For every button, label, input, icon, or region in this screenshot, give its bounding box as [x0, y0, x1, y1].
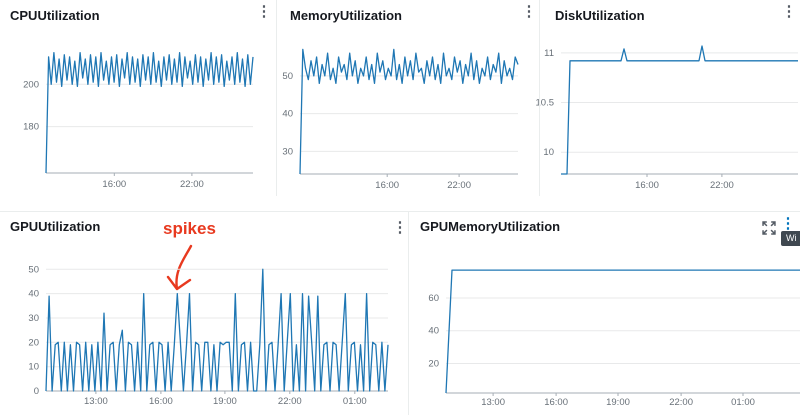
x-tick-label: 16:00: [544, 397, 568, 408]
y-tick-label: 50: [28, 264, 39, 275]
y-tick-label: 200: [23, 79, 39, 90]
chart-GPUUtilization: 13:00 16:00 19:00 22:00 01:00 50 40 30 20 10 0: [28, 264, 389, 407]
x-tick-label: 13:00: [481, 397, 505, 408]
annotation-arrow: [166, 244, 193, 291]
y-tick-label: 20: [28, 337, 39, 348]
y-tick-label: 50: [282, 71, 293, 82]
row-divider: [0, 211, 800, 212]
x-tick-label: 22:00: [669, 397, 693, 408]
kebab-menu-icon[interactable]: ⋮: [392, 219, 408, 236]
x-tick-label: 22:00: [278, 396, 302, 407]
y-tick-label: 40: [282, 109, 293, 120]
chart-MemoryUtilization: 16:00 22:00 50 40 30: [282, 48, 519, 191]
x-tick-label: 19:00: [213, 396, 237, 407]
y-tick-label: 10: [28, 362, 39, 373]
series-line-MemoryUtilization: [299, 48, 519, 175]
x-tick-label: 16:00: [102, 179, 126, 190]
widget-title-disk: DiskUtilization: [555, 8, 645, 23]
y-tick-label: 0: [34, 386, 39, 397]
series-line-DiskUtilization: [561, 45, 798, 175]
x-tick-label: 01:00: [343, 396, 367, 407]
x-tick-label: 22:00: [710, 180, 734, 191]
kebab-menu-icon[interactable]: ⋮: [521, 3, 537, 20]
y-tick-label: 60: [428, 293, 439, 304]
panel-divider: [276, 0, 277, 196]
kebab-menu-icon[interactable]: ⋮: [256, 3, 272, 20]
x-tick-label: 19:00: [606, 397, 630, 408]
y-tick-label: 10: [543, 147, 554, 158]
x-tick-label: 22:00: [447, 180, 471, 191]
widget-title-gpu: GPUUtilization: [10, 219, 101, 234]
y-tick-label: 180: [23, 122, 39, 133]
x-tick-label: 13:00: [84, 396, 108, 407]
x-tick-label: 01:00: [731, 397, 755, 408]
widget-title-cpu: CPUUtilization: [10, 8, 100, 23]
expand-icon-glyph: [762, 221, 776, 235]
widget-title-memory: MemoryUtilization: [290, 8, 402, 23]
panel-divider: [408, 211, 409, 415]
y-tick-label: 40: [28, 289, 39, 300]
series-line-GPUUtilization: [45, 268, 389, 392]
y-tick-label: 30: [28, 313, 39, 324]
expand-icon[interactable]: [762, 220, 778, 236]
y-tick-label: 20: [428, 359, 439, 370]
widget-actions-kebab-icon[interactable]: ⋮: [780, 215, 796, 232]
y-tick-label: 11: [544, 48, 554, 59]
series-line-CPUUtilization: [45, 52, 254, 174]
series-line-GPUMemoryUtilization: [445, 269, 800, 394]
kebab-menu-icon[interactable]: ⋮: [781, 3, 797, 20]
x-tick-label: 22:00: [180, 179, 204, 190]
x-tick-label: 16:00: [149, 396, 173, 407]
y-tick-label: 40: [428, 326, 439, 337]
x-tick-label: 16:00: [375, 180, 399, 191]
chart-GPUMemoryUtilization: 13:00 16:00 19:00 22:00 01:00 60 40 20: [428, 269, 800, 408]
widget-title-gpumemory: GPUMemoryUtilization: [420, 219, 561, 234]
widget-actions-tooltip: Wi: [781, 231, 800, 246]
spikes-annotation: spikes: [163, 219, 216, 238]
y-tick-label: 30: [282, 146, 293, 157]
x-tick-label: 16:00: [635, 180, 659, 191]
chart-CPUUtilization: 16:00 22:00 200 180: [23, 52, 254, 190]
panel-divider: [539, 0, 540, 196]
